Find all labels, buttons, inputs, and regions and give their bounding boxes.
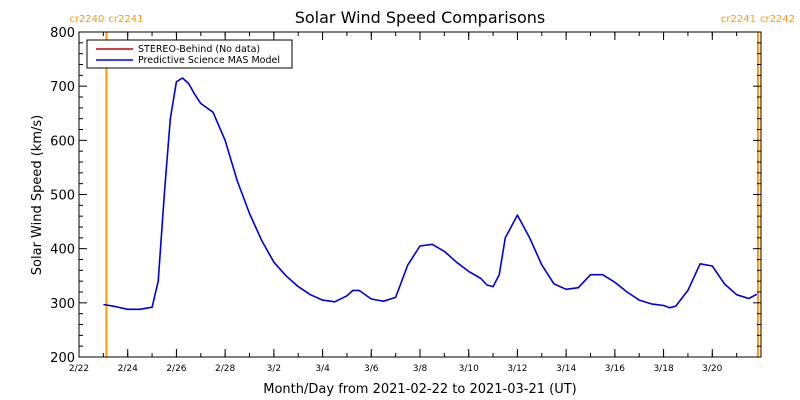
y-tick-label: 500 xyxy=(50,189,75,204)
x-tick-label: 3/10 xyxy=(459,364,479,374)
x-tick-label: 3/12 xyxy=(507,364,527,374)
x-tick-label: 3/8 xyxy=(413,364,428,374)
x-tick-label: 3/4 xyxy=(315,364,330,374)
y-tick-label: 600 xyxy=(50,134,75,149)
y-axis-label: Solar Wind Speed (km/s) xyxy=(30,115,45,275)
rotation-marker-label-left: cr2240 xyxy=(69,14,104,25)
y-tick-label: 700 xyxy=(50,80,75,95)
x-tick-label: 2/28 xyxy=(215,364,235,374)
x-tick-label: 2/22 xyxy=(69,364,89,374)
x-tick-label: 3/16 xyxy=(605,364,625,374)
chart-title: Solar Wind Speed Comparisons xyxy=(295,8,546,27)
legend-label-stereo-behind: STEREO-Behind (No data) xyxy=(138,44,260,55)
x-tick-label: 3/14 xyxy=(556,364,576,374)
legend-label-mas-model: Predictive Science MAS Model xyxy=(138,55,280,66)
x-tick-label: 3/18 xyxy=(653,364,673,374)
x-tick-label: 2/26 xyxy=(166,364,186,374)
x-tick-label: 3/2 xyxy=(267,364,281,374)
rotation-marker-label-right: cr2241 xyxy=(108,14,143,25)
y-tick-label: 200 xyxy=(50,351,75,366)
rotation-marker-label-left: cr2241 xyxy=(721,14,756,25)
y-tick-label: 800 xyxy=(50,26,75,41)
axis-layer: 200 300 400 500 600 700 800 2/22 2/24 2/26 2/28 3/2… xyxy=(50,26,762,374)
y-tick-label: 400 xyxy=(50,243,75,258)
x-tick-label: 2/24 xyxy=(118,364,138,374)
x-tick-label: 3/6 xyxy=(364,364,379,374)
x-axis-label: Month/Day from 2021-02-22 to 2021-03-21 … xyxy=(263,382,576,397)
series-line-mas-model xyxy=(103,77,758,311)
legend: STEREO-Behind (No data) Predictive Scien… xyxy=(86,39,293,69)
x-tick-label: 3/20 xyxy=(702,364,722,374)
legend-box xyxy=(86,39,293,69)
y-tick-label: 300 xyxy=(50,297,75,312)
series-layer xyxy=(103,77,758,311)
rotation-marker-label-right: cr2242 xyxy=(760,14,795,25)
